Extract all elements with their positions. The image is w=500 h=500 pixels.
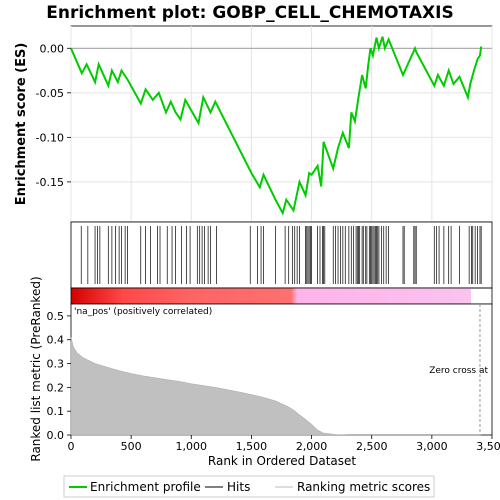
es-y-tick-label: -0.10 — [36, 131, 64, 144]
x-tick-label: 1,000 — [176, 440, 208, 453]
x-tick-label: 3,000 — [416, 440, 448, 453]
x-tick-label: 0 — [68, 440, 75, 453]
x-tick-label: 500 — [121, 440, 142, 453]
x-axis-ticks: 0 500 1,000 1,500 2,000 2,500 3,000 3,500 — [68, 435, 500, 453]
legend: Enrichment profile Hits Ranking metric s… — [63, 475, 435, 498]
es-y-tick-label: -0.05 — [36, 87, 64, 100]
ranking-panel: Zero cross at 'na_pos' (positively corre… — [29, 276, 493, 462]
es-panel-frame — [70, 25, 493, 223]
x-tick-label: 2,500 — [356, 440, 388, 453]
hits-panel — [70, 221, 493, 305]
zero-cross-label: Zero cross at — [429, 366, 488, 376]
legend-enrichment-label: Enrichment profile — [90, 480, 201, 494]
ranking-y-tick-label: 0.2 — [47, 381, 65, 394]
ranking-y-ticks: 0.0 0.1 0.2 0.3 0.4 0.5 — [47, 310, 71, 442]
es-y-tick-label: 0.00 — [40, 42, 65, 55]
positive-correlation-label: 'na_pos' (positively correlated) — [74, 307, 212, 317]
es-panel: 0.00 -0.05 -0.10 -0.15 Enrichment score (ES… — [14, 25, 493, 223]
ranked-list-color-bar — [71, 288, 471, 304]
hits-panel-frame — [70, 221, 493, 289]
x-tick-label: 3,500 — [476, 440, 500, 453]
x-tick-label: 2,000 — [296, 440, 328, 453]
x-axis-label: Rank in Ordered Dataset — [208, 454, 356, 468]
chart-title: Enrichment plot: GOBP_CELL_CHEMOTAXIS — [46, 3, 453, 23]
legend-hits-label: Hits — [227, 480, 250, 494]
legend-ranking-label: Ranking metric scores — [297, 480, 430, 494]
es-y-axis-label: Enrichment score (ES) — [14, 43, 29, 206]
es-y-ticks: 0.00 -0.05 -0.10 -0.15 — [36, 42, 71, 189]
enrichment-profile-line — [70, 36, 483, 216]
ranking-y-tick-label: 0.5 — [47, 310, 65, 323]
ranking-y-tick-label: 0.0 — [47, 429, 65, 442]
hit-marks — [80, 226, 482, 284]
ranking-y-axis-label: Ranked list metric (PreRanked) — [29, 276, 43, 461]
ranking-y-tick-label: 0.3 — [47, 358, 65, 371]
legend-box — [63, 475, 435, 498]
ranking-y-tick-label: 0.1 — [47, 405, 65, 418]
ranking-metric-area — [70, 337, 482, 436]
x-tick-label: 1,500 — [236, 440, 268, 453]
es-y-tick-label: -0.15 — [36, 176, 64, 189]
es-grid — [70, 26, 493, 222]
ranking-y-tick-label: 0.4 — [47, 334, 65, 347]
